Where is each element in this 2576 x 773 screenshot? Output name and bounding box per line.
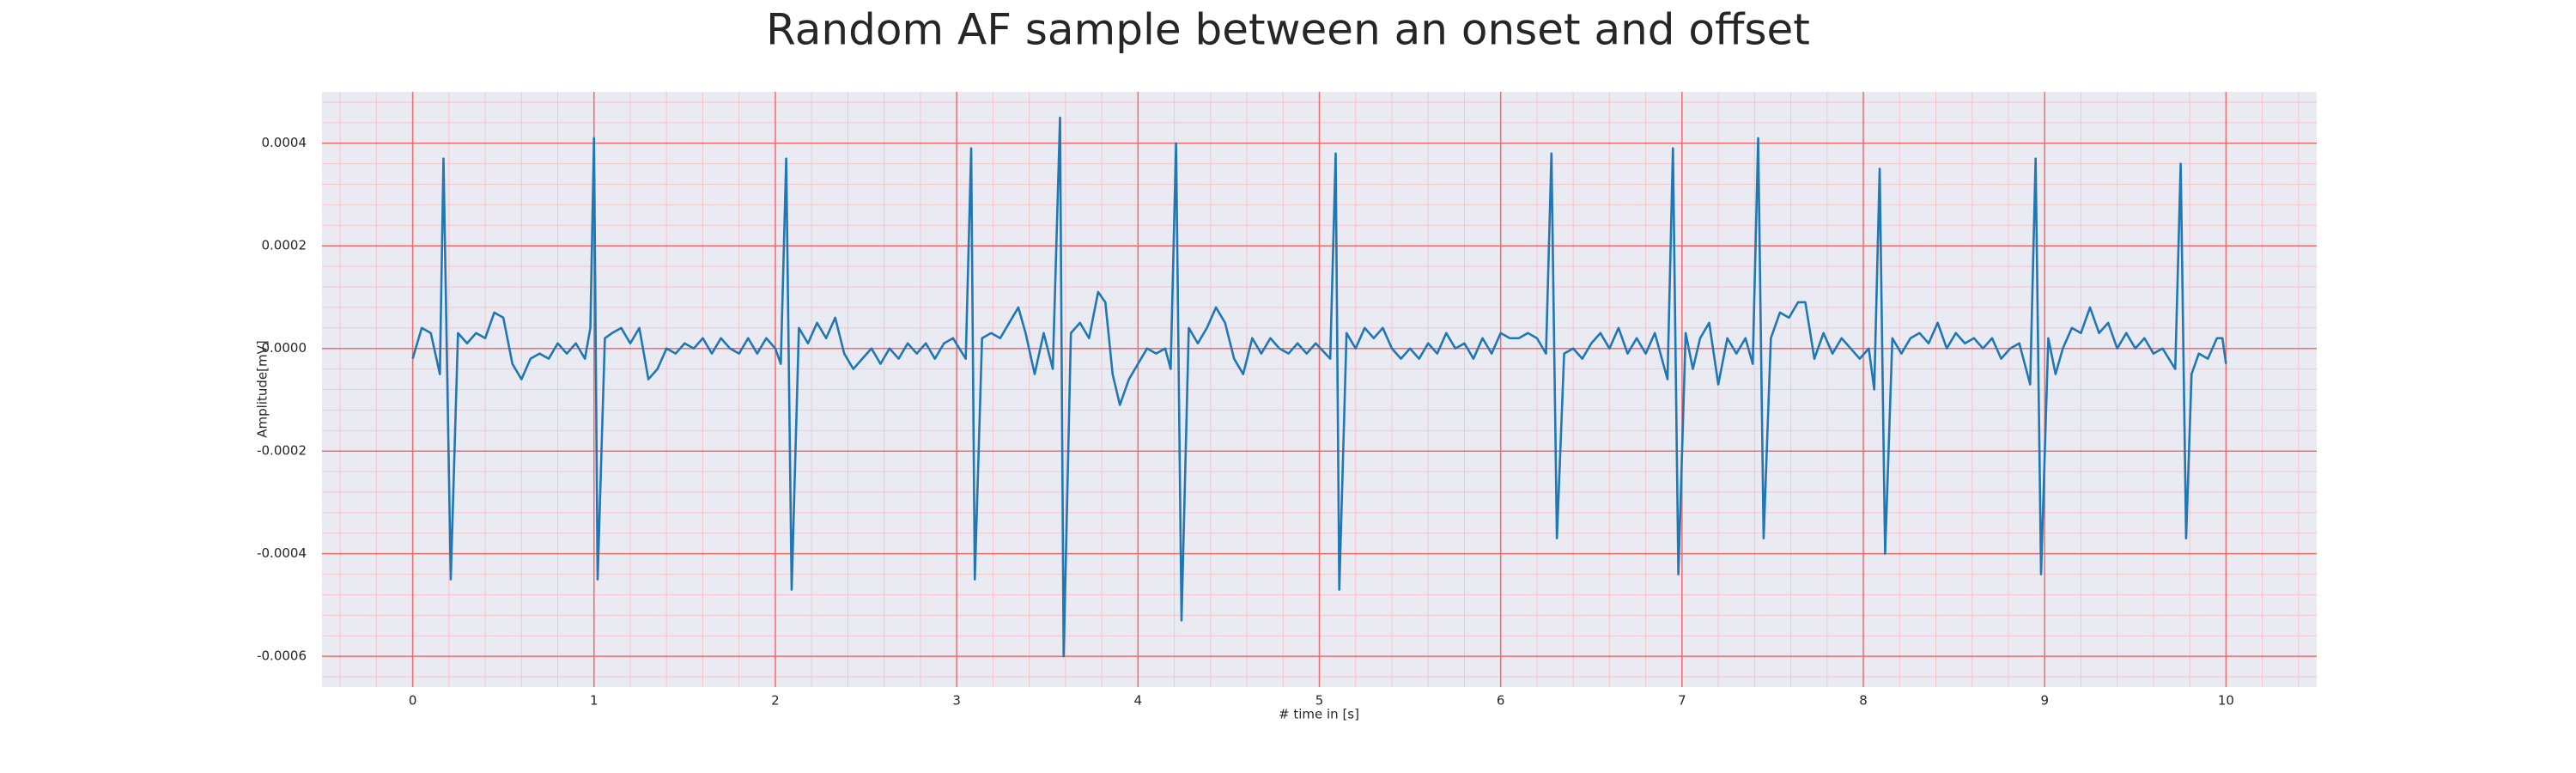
x-tick-label: 4: [1134, 693, 1143, 709]
x-tick-label: 10: [2218, 693, 2234, 709]
y-tick-label: 0.0000: [262, 340, 307, 356]
x-tick-label: 1: [590, 693, 598, 709]
line-series: [411, 116, 2227, 658]
x-tick-label: 8: [1859, 693, 1868, 709]
x-tick-label: 6: [1497, 693, 1505, 709]
x-tick-label: 3: [952, 693, 961, 709]
x-tick-label: 2: [771, 693, 780, 709]
y-tick-label: -0.0002: [257, 443, 307, 459]
chart-title: Random AF sample between an onset and of…: [766, 5, 1810, 55]
y-tick-label: -0.0006: [257, 648, 307, 664]
x-axis-label: # time in [s]: [1279, 707, 1359, 722]
x-tick-label: 0: [409, 693, 417, 709]
x-tick-label: 5: [1315, 693, 1324, 709]
y-tick-label: -0.0004: [257, 545, 307, 561]
y-tick-label: 0.0002: [262, 238, 307, 253]
y-axis-label: Amplitude[mV]: [255, 340, 270, 437]
x-tick-label: 9: [2040, 693, 2049, 709]
y-tick-label: 0.0004: [262, 135, 307, 150]
x-tick-label: 7: [1678, 693, 1686, 709]
